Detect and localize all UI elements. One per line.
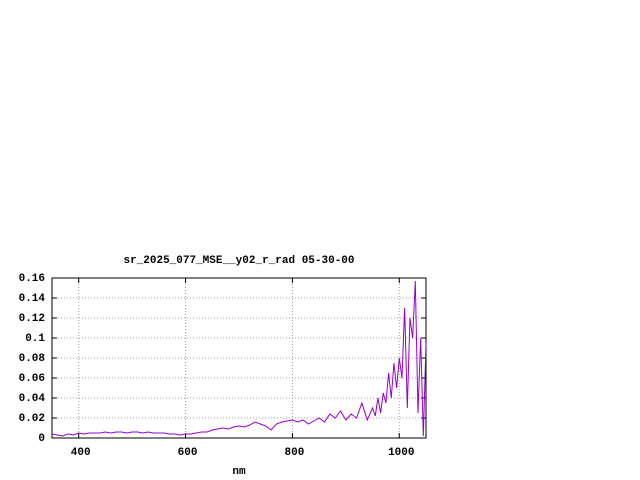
y-tick-label: 0.02 — [19, 413, 45, 425]
y-tick-label: 0.1 — [25, 333, 45, 345]
y-tick-label: 0.16 — [19, 273, 45, 285]
chart-title: sr_2025_077_MSE__y02_r_rad 05-30-00 — [123, 255, 354, 267]
data-line — [51, 280, 427, 437]
x-tick-label: 1000 — [388, 447, 414, 459]
y-tick-label: 0.04 — [19, 393, 46, 405]
y-tick-label: 0.08 — [19, 353, 46, 365]
x-tick-label: 600 — [178, 447, 198, 459]
y-tick-label: 0 — [38, 433, 45, 445]
y-tick-label: 0.12 — [19, 313, 45, 325]
y-tick-label: 0.06 — [19, 373, 45, 385]
x-axis-label: nm — [232, 466, 246, 478]
y-tick-label: 0.14 — [19, 293, 46, 305]
x-tick-label: 400 — [71, 447, 91, 459]
x-tick-label: 800 — [285, 447, 305, 459]
